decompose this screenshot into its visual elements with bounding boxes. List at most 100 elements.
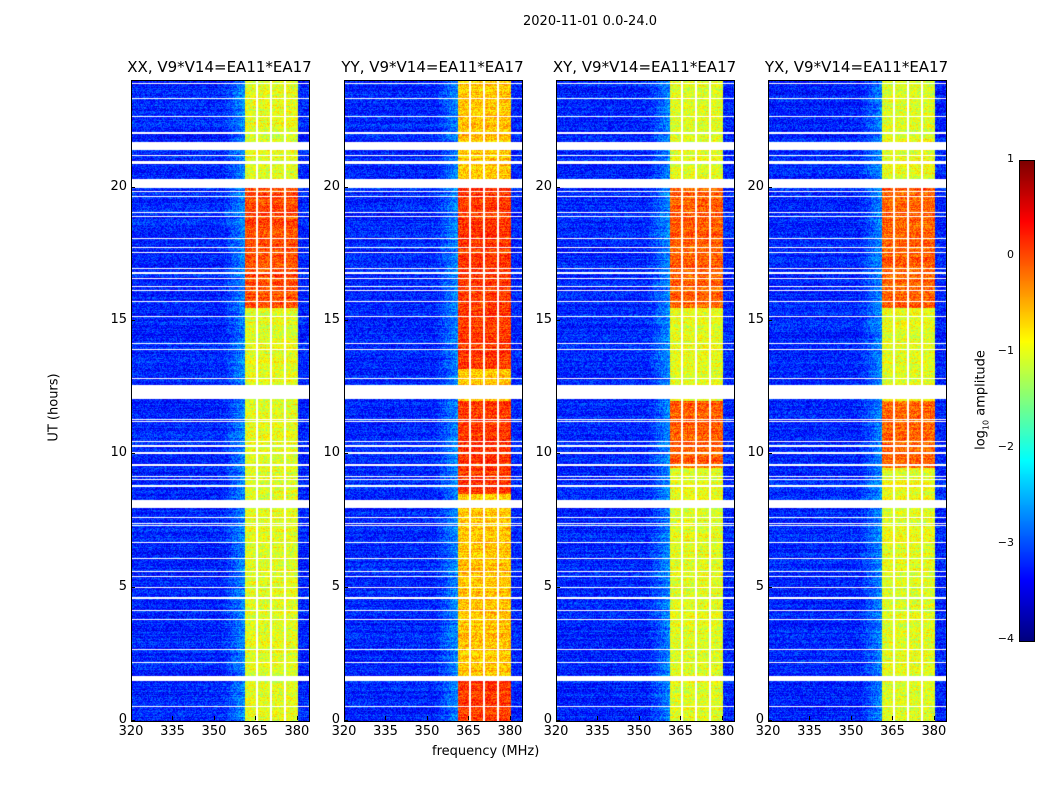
x-tick-label: 350 <box>414 724 440 739</box>
x-tick-mark <box>385 716 387 720</box>
y-tick-mark <box>556 720 560 721</box>
x-tick-label: 350 <box>626 724 652 739</box>
y-tick-mark <box>131 586 135 588</box>
x-tick-label: 365 <box>243 724 268 739</box>
heatmap-image <box>345 81 522 721</box>
heatmap-panel <box>344 80 523 722</box>
x-tick-label: 335 <box>797 724 822 739</box>
colorbar-tick-label: 1 <box>1007 152 1014 165</box>
x-tick-mark <box>172 716 174 720</box>
x-tick-label: 380 <box>497 724 523 739</box>
x-tick-label: 380 <box>921 724 947 739</box>
x-tick-label: 320 <box>331 724 357 739</box>
colorbar-label-prefix: log <box>973 430 989 450</box>
x-tick-mark <box>131 716 132 720</box>
y-tick-label: 0 <box>543 712 552 727</box>
colorbar-tick-label: −1 <box>997 344 1014 357</box>
panel-title: YY, V9*V14=EA11*EA17 <box>341 58 524 76</box>
heatmap-image <box>557 81 734 721</box>
y-tick-label: 20 <box>535 178 552 194</box>
x-tick-mark <box>680 716 682 720</box>
y-tick-label: 0 <box>331 712 340 727</box>
y-tick-label: 10 <box>110 445 127 461</box>
colorbar-tick-label: −4 <box>997 632 1014 645</box>
y-tick-label: 0 <box>118 712 127 727</box>
y-tick-label: 5 <box>331 578 340 594</box>
y-tick-label: 10 <box>323 445 340 461</box>
colorbar-tick-label: −3 <box>997 536 1014 549</box>
colorbar-label-suffix: amplitude <box>973 350 989 420</box>
colorbar-gradient <box>1020 161 1034 641</box>
heatmap-image <box>769 81 946 721</box>
x-tick-label: 350 <box>838 724 864 739</box>
y-tick-label: 5 <box>543 578 552 594</box>
y-tick-mark <box>768 720 772 721</box>
y-tick-mark <box>556 186 560 188</box>
heatmap-panel <box>131 80 310 722</box>
x-tick-mark <box>768 716 769 720</box>
y-axis-label: UT (hours) <box>46 373 62 442</box>
y-tick-mark <box>131 720 135 721</box>
y-tick-label: 0 <box>755 712 764 727</box>
y-tick-label: 10 <box>535 445 552 461</box>
y-tick-label: 5 <box>118 578 127 594</box>
x-axis-label: frequency (MHz) <box>432 744 540 759</box>
y-tick-label: 5 <box>755 578 764 594</box>
y-tick-mark <box>131 320 135 321</box>
x-tick-mark <box>426 716 428 720</box>
y-tick-label: 20 <box>323 178 340 194</box>
y-tick-label: 15 <box>535 312 552 327</box>
colorbar-label-sub: 10 <box>981 419 991 431</box>
x-tick-mark <box>892 716 894 720</box>
y-tick-label: 20 <box>110 178 127 194</box>
y-tick-mark <box>344 320 348 321</box>
y-tick-mark <box>344 186 348 188</box>
x-tick-mark <box>850 716 852 720</box>
y-tick-label: 15 <box>323 312 340 327</box>
y-tick-mark <box>768 186 772 188</box>
x-tick-label: 320 <box>543 724 569 739</box>
y-tick-mark <box>556 320 560 321</box>
x-tick-mark <box>296 716 298 720</box>
x-tick-mark <box>255 716 257 720</box>
heatmap-panel <box>768 80 947 722</box>
x-tick-label: 380 <box>284 724 310 739</box>
y-tick-mark <box>131 186 135 188</box>
x-tick-mark <box>468 716 470 720</box>
panel-title: XY, V9*V14=EA11*EA17 <box>552 58 737 76</box>
y-tick-mark <box>344 586 348 588</box>
x-tick-label: 335 <box>160 724 185 739</box>
figure-title: 2020-11-01 0.0-24.0 <box>523 14 657 29</box>
colorbar-tick-label: 0 <box>1007 248 1014 261</box>
y-tick-mark <box>344 720 348 721</box>
y-tick-mark <box>556 453 560 455</box>
heatmap-panel <box>556 80 735 722</box>
x-tick-mark <box>556 716 557 720</box>
y-tick-label: 15 <box>110 312 127 327</box>
colorbar-tick-label: −2 <box>997 440 1014 453</box>
heatmap-image <box>132 81 309 721</box>
x-tick-mark <box>721 716 723 720</box>
x-tick-label: 380 <box>709 724 735 739</box>
y-tick-label: 15 <box>747 312 764 327</box>
colorbar-label: log10 amplitude <box>974 350 991 450</box>
x-tick-label: 335 <box>585 724 610 739</box>
x-tick-label: 335 <box>373 724 398 739</box>
x-tick-mark <box>638 716 640 720</box>
y-tick-mark <box>768 586 772 588</box>
y-tick-label: 10 <box>747 445 764 461</box>
x-tick-label: 365 <box>456 724 481 739</box>
x-tick-label: 320 <box>118 724 144 739</box>
panel-title: XX, V9*V14=EA11*EA17 <box>127 58 312 76</box>
y-tick-label: 20 <box>747 178 764 194</box>
y-tick-mark <box>344 453 348 455</box>
y-tick-mark <box>131 453 135 455</box>
x-tick-label: 350 <box>201 724 227 739</box>
x-tick-mark <box>213 716 215 720</box>
colorbar <box>1019 160 1035 642</box>
panel-title: YX, V9*V14=EA11*EA17 <box>764 58 949 76</box>
x-tick-mark <box>509 716 511 720</box>
x-tick-mark <box>344 716 345 720</box>
y-tick-mark <box>556 586 560 588</box>
x-tick-mark <box>809 716 811 720</box>
